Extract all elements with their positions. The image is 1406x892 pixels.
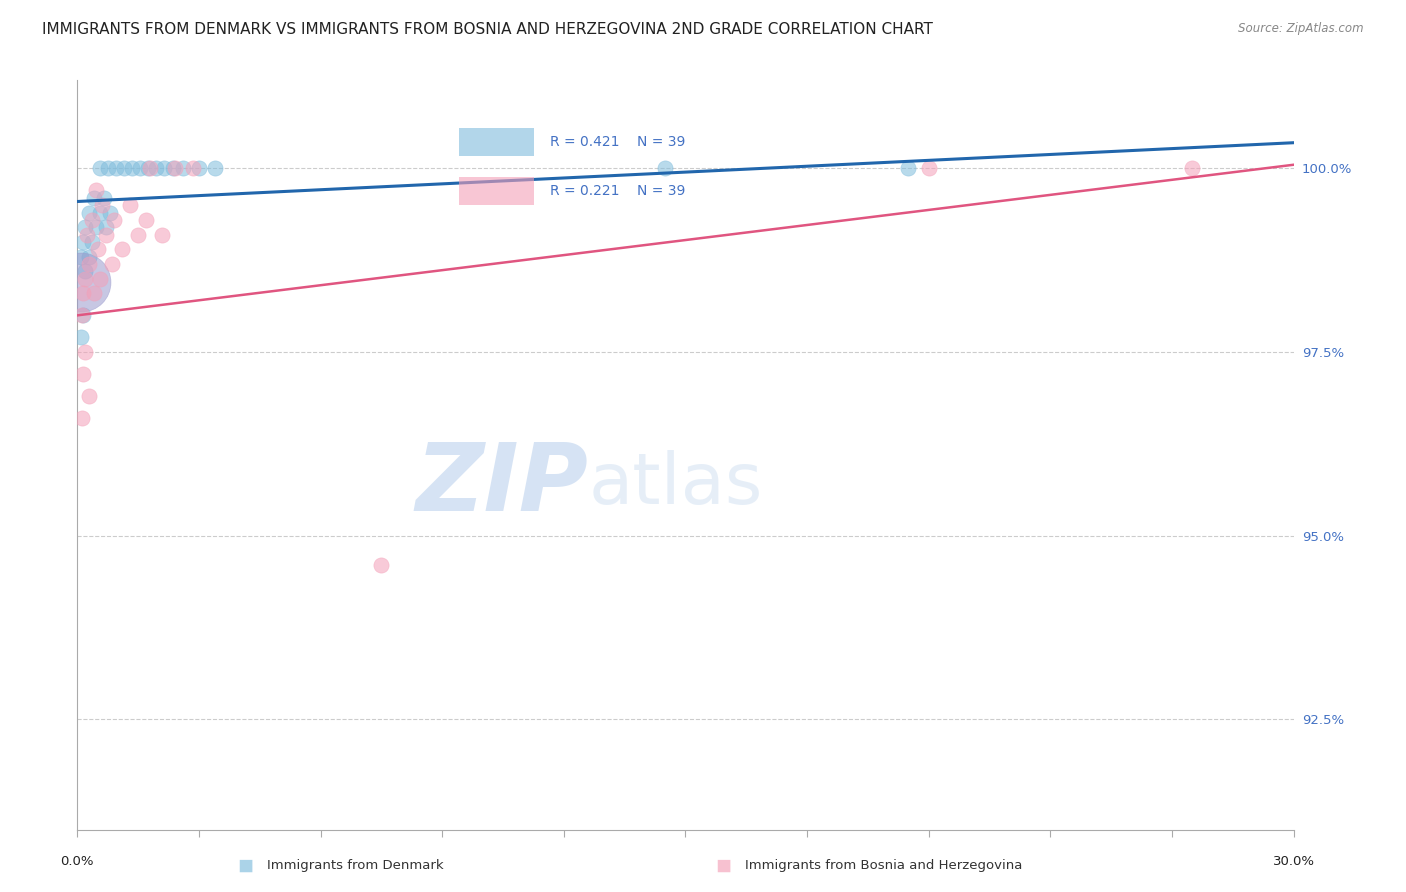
Point: [103, 212, 125, 227]
Point: [370, 558, 392, 573]
Text: atlas: atlas: [588, 450, 762, 519]
Point: [129, 161, 152, 176]
Point: [75, 220, 97, 235]
Point: [72, 367, 94, 381]
Point: [79, 257, 101, 271]
Point: [72, 286, 94, 301]
Point: [127, 227, 149, 242]
Point: [918, 161, 941, 176]
Text: Source: ZipAtlas.com: Source: ZipAtlas.com: [1239, 22, 1364, 36]
Point: [101, 257, 124, 271]
Text: ◼: ◼: [236, 855, 253, 875]
Point: [84, 220, 107, 235]
Point: [79, 250, 101, 264]
Point: [897, 161, 920, 176]
Point: [70, 411, 93, 425]
Point: [162, 161, 184, 176]
Point: [104, 161, 127, 176]
Point: [70, 250, 93, 264]
Text: Immigrants from Bosnia and Herzegovina: Immigrants from Bosnia and Herzegovina: [745, 859, 1022, 871]
Point: [72, 309, 94, 323]
Point: [136, 161, 159, 176]
Text: 30.0%: 30.0%: [1272, 855, 1315, 868]
Point: [83, 286, 105, 301]
Point: [118, 198, 141, 212]
Point: [79, 205, 101, 219]
Point: [135, 212, 157, 227]
Text: 0.0%: 0.0%: [60, 855, 94, 868]
Point: [181, 161, 204, 176]
Point: [89, 271, 111, 285]
Point: [163, 161, 186, 176]
Point: [70, 330, 93, 344]
Point: [94, 220, 117, 235]
Point: [153, 161, 176, 176]
Point: [172, 161, 194, 176]
Text: ◼: ◼: [714, 855, 731, 875]
Point: [80, 235, 103, 249]
Point: [188, 161, 211, 176]
Point: [90, 198, 112, 212]
Point: [70, 309, 93, 323]
Point: [80, 212, 103, 227]
Point: [139, 161, 162, 176]
Point: [89, 205, 111, 219]
Point: [121, 161, 143, 176]
Text: IMMIGRANTS FROM DENMARK VS IMMIGRANTS FROM BOSNIA AND HERZEGOVINA 2ND GRADE CORR: IMMIGRANTS FROM DENMARK VS IMMIGRANTS FR…: [42, 22, 934, 37]
Point: [84, 184, 107, 198]
Text: ZIP: ZIP: [415, 439, 588, 531]
Text: Immigrants from Denmark: Immigrants from Denmark: [267, 859, 444, 871]
Point: [75, 264, 97, 278]
Point: [86, 242, 108, 256]
Point: [152, 227, 174, 242]
Point: [112, 161, 135, 176]
Point: [75, 271, 97, 285]
Point: [72, 235, 94, 249]
Point: [93, 191, 115, 205]
Point: [83, 191, 105, 205]
Point: [94, 227, 117, 242]
Point: [73, 345, 96, 359]
Point: [98, 205, 121, 219]
Point: [1181, 161, 1204, 176]
Point: [69, 275, 91, 289]
Point: [111, 242, 134, 256]
Point: [89, 161, 111, 176]
Point: [97, 161, 120, 176]
Point: [204, 161, 226, 176]
Point: [145, 161, 167, 176]
Point: [654, 161, 676, 176]
Point: [79, 389, 101, 403]
Point: [76, 227, 98, 242]
